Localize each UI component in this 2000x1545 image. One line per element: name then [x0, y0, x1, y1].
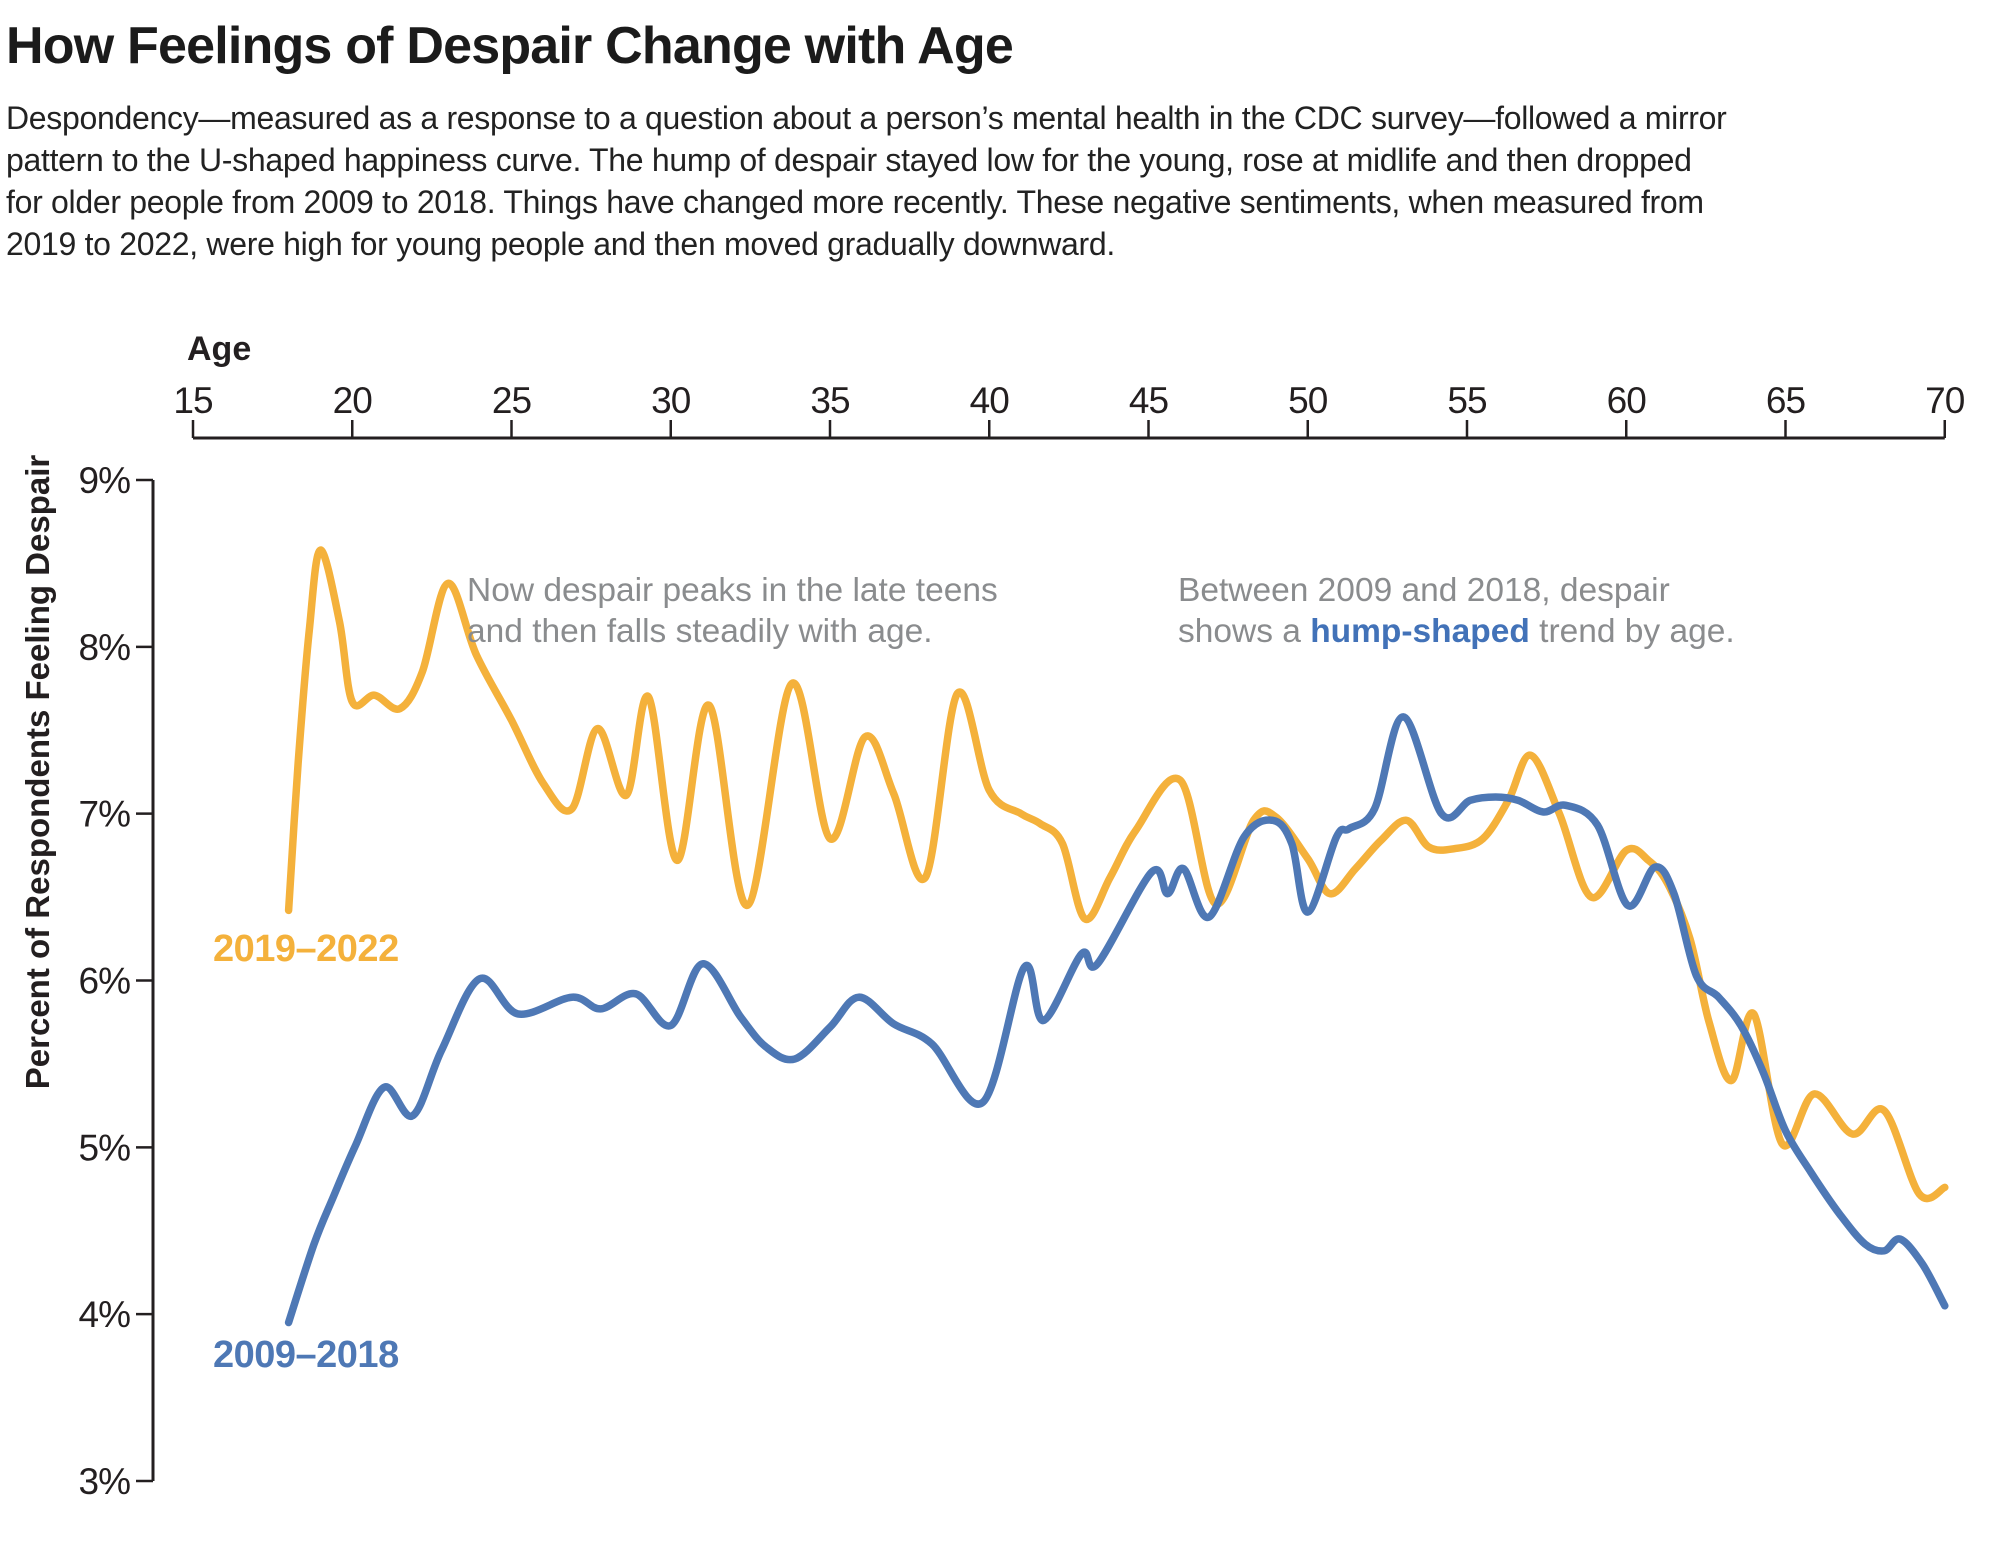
x-axis-title: Age: [187, 330, 252, 368]
chart-subtitle: Despondency—measured as a response to a …: [6, 97, 1727, 265]
subtitle-line: 2019 to 2022, were high for young people…: [6, 226, 1115, 262]
y-tick-label: 7%: [79, 794, 131, 835]
y-tick-label: 8%: [79, 627, 131, 668]
subtitle-line: Despondency—measured as a response to a …: [6, 100, 1727, 136]
y-tick-label: 6%: [79, 961, 131, 1002]
y-tick-label: 5%: [79, 1127, 131, 1168]
y-tick-label: 3%: [79, 1461, 131, 1502]
x-tick-label: 55: [1447, 380, 1487, 421]
x-tick-label: 20: [333, 380, 373, 421]
x-tick-label: 30: [651, 380, 691, 421]
annotation-teens-line1: Now despair peaks in the late teens: [467, 572, 998, 609]
x-tick-label: 40: [970, 380, 1010, 421]
series-label-2019-2022: 2019–2022: [213, 928, 399, 970]
subtitle-line: for older people from 2009 to 2018. Thin…: [6, 184, 1704, 220]
series-line-2009-2018: [284, 713, 1949, 1327]
x-tick-label: 15: [173, 380, 213, 421]
x-tick-label: 70: [1925, 380, 1965, 421]
x-tick-label: 35: [810, 380, 850, 421]
annotation-teens-line2: and then falls steadily with age.: [467, 613, 933, 650]
annotation-hump-keyword: hump-shaped: [1310, 613, 1530, 650]
series-label-2009-2018: 2009–2018: [213, 1334, 399, 1376]
x-tick-label: 50: [1288, 380, 1328, 421]
y-tick-label: 9%: [79, 460, 131, 501]
annotation-hump-line2-post: trend by age.: [1529, 613, 1735, 650]
subtitle-line: pattern to the U-shaped happiness curve.…: [6, 142, 1692, 178]
annotation-hump-line2-pre: shows a: [1178, 613, 1311, 650]
annotation-hump: Between 2009 and 2018, despair shows a h…: [1178, 570, 1735, 652]
x-tick-label: 60: [1607, 380, 1647, 421]
annotation-teens: Now despair peaks in the late teens and …: [467, 570, 998, 652]
x-tick-label: 25: [492, 380, 532, 421]
page-title: How Feelings of Despair Change with Age: [6, 17, 1014, 75]
y-tick-label: 4%: [79, 1294, 131, 1335]
x-tick-label: 65: [1766, 380, 1806, 421]
x-tick-label: 45: [1129, 380, 1169, 421]
annotation-hump-line1: Between 2009 and 2018, despair: [1178, 572, 1670, 609]
annotation-hump-line2: shows a hump-shaped trend by age.: [1178, 611, 1735, 652]
